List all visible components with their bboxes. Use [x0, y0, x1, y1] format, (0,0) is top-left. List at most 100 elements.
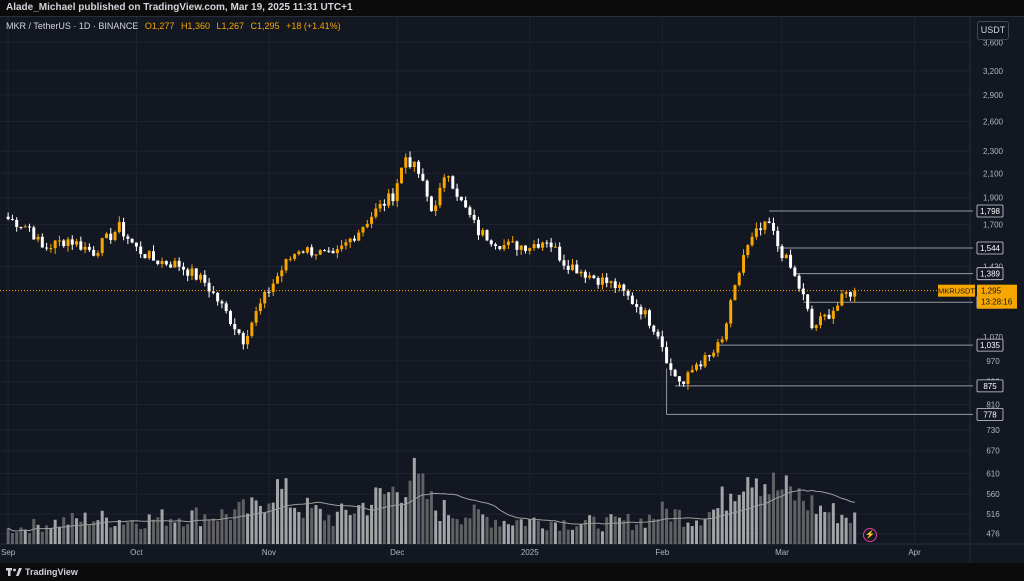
- candle-body[interactable]: [827, 314, 831, 319]
- candle-body[interactable]: [194, 268, 198, 280]
- candle-body[interactable]: [776, 230, 780, 247]
- candle-body[interactable]: [489, 240, 493, 245]
- candle-body[interactable]: [630, 295, 634, 305]
- candle-body[interactable]: [216, 292, 220, 302]
- candle-body[interactable]: [485, 230, 489, 241]
- level-price-tag[interactable]: [976, 241, 1004, 255]
- candle-body[interactable]: [673, 369, 677, 377]
- candle-body[interactable]: [665, 347, 669, 364]
- candle-body[interactable]: [117, 222, 121, 233]
- symbol-label[interactable]: MKR / TetherUS · 1D · BINANCE: [6, 21, 139, 31]
- candle-body[interactable]: [549, 242, 553, 248]
- candle-body[interactable]: [742, 255, 746, 273]
- candle-body[interactable]: [382, 203, 386, 206]
- candle-body[interactable]: [190, 268, 194, 276]
- candle-body[interactable]: [506, 241, 510, 246]
- candle-body[interactable]: [609, 281, 613, 283]
- candle-body[interactable]: [181, 266, 185, 270]
- candle-body[interactable]: [528, 248, 532, 251]
- candle-body[interactable]: [553, 246, 557, 248]
- candlestick-chart[interactable]: 3,600 3,200 2,900 2,600 2,300 2,100 1,900 1,700…: [0, 17, 1024, 564]
- candle-body[interactable]: [297, 251, 301, 255]
- candle-body[interactable]: [378, 203, 382, 209]
- candle-body[interactable]: [690, 369, 694, 373]
- candle-body[interactable]: [169, 264, 173, 268]
- candle-body[interactable]: [96, 253, 100, 256]
- candle-body[interactable]: [220, 301, 224, 304]
- candle-body[interactable]: [75, 241, 79, 245]
- candle-body[interactable]: [113, 232, 117, 240]
- candle-body[interactable]: [447, 176, 451, 178]
- candle-body[interactable]: [365, 223, 369, 228]
- candle-body[interactable]: [241, 333, 245, 345]
- candle-body[interactable]: [267, 291, 271, 293]
- candle-body[interactable]: [15, 219, 19, 228]
- brand-name[interactable]: TradingView: [25, 567, 78, 577]
- candle-body[interactable]: [750, 236, 754, 246]
- candle-body[interactable]: [404, 157, 408, 168]
- candle-body[interactable]: [45, 247, 49, 249]
- candle-body[interactable]: [228, 311, 232, 324]
- candle-body[interactable]: [703, 355, 707, 367]
- candle-body[interactable]: [408, 157, 412, 168]
- candle-body[interactable]: [652, 325, 656, 332]
- tradingview-logo-icon[interactable]: [6, 567, 22, 577]
- candle-body[interactable]: [357, 232, 361, 241]
- candle-body[interactable]: [305, 247, 309, 253]
- candle-body[interactable]: [395, 183, 399, 202]
- candle-body[interactable]: [100, 238, 104, 254]
- candle-body[interactable]: [596, 278, 600, 285]
- candle-body[interactable]: [780, 246, 784, 259]
- level-price-tag[interactable]: [976, 267, 1004, 281]
- candle-body[interactable]: [677, 376, 681, 382]
- candle-body[interactable]: [134, 242, 138, 247]
- candle-body[interactable]: [545, 242, 549, 244]
- candle-body[interactable]: [720, 339, 724, 343]
- candle-body[interactable]: [335, 249, 339, 254]
- candle-body[interactable]: [797, 275, 801, 289]
- candle-body[interactable]: [459, 196, 463, 201]
- candle-body[interactable]: [806, 294, 810, 309]
- candle-body[interactable]: [49, 248, 53, 250]
- candle-body[interactable]: [618, 284, 622, 289]
- candle-body[interactable]: [199, 274, 203, 280]
- candle-body[interactable]: [844, 292, 848, 294]
- candle-body[interactable]: [724, 323, 728, 340]
- candle-body[interactable]: [498, 245, 502, 250]
- candle-body[interactable]: [160, 260, 164, 265]
- candle-body[interactable]: [592, 275, 596, 279]
- candle-body[interactable]: [399, 167, 403, 184]
- candle-body[interactable]: [840, 293, 844, 306]
- candle-body[interactable]: [562, 260, 566, 266]
- candle-body[interactable]: [476, 219, 480, 236]
- candle-body[interactable]: [588, 275, 592, 278]
- candle-body[interactable]: [211, 291, 215, 293]
- candle-body[interactable]: [412, 161, 416, 168]
- candle-body[interactable]: [263, 291, 267, 304]
- candle-body[interactable]: [643, 310, 647, 315]
- candle-body[interactable]: [737, 272, 741, 286]
- candle-body[interactable]: [340, 245, 344, 250]
- current-price-tag[interactable]: [977, 284, 1017, 309]
- candle-body[interactable]: [374, 208, 378, 217]
- candle-body[interactable]: [425, 180, 429, 197]
- candle-body[interactable]: [352, 238, 356, 241]
- candle-body[interactable]: [293, 254, 297, 259]
- candle-body[interactable]: [254, 311, 258, 323]
- candle-body[interactable]: [707, 355, 711, 357]
- candle-body[interactable]: [23, 226, 27, 228]
- candle-body[interactable]: [784, 254, 788, 259]
- candle-body[interactable]: [143, 254, 147, 259]
- candle-body[interactable]: [729, 300, 733, 324]
- candle-body[interactable]: [502, 245, 506, 250]
- candle-body[interactable]: [32, 227, 36, 240]
- candle-body[interactable]: [771, 222, 775, 231]
- candle-body[interactable]: [801, 288, 805, 295]
- candle-body[interactable]: [57, 240, 61, 242]
- candle-body[interactable]: [147, 251, 151, 259]
- candle-body[interactable]: [19, 227, 23, 229]
- candle-body[interactable]: [793, 267, 797, 276]
- candle-body[interactable]: [173, 260, 177, 268]
- candle-body[interactable]: [62, 240, 66, 247]
- candle-body[interactable]: [541, 242, 545, 248]
